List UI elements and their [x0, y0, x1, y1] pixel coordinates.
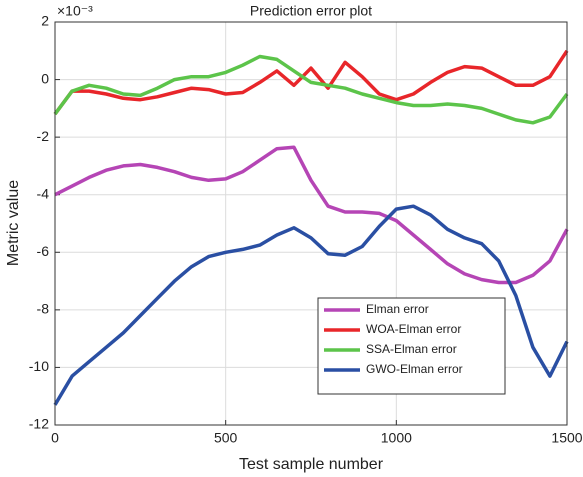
y-tick-label: -10: [29, 358, 49, 374]
y-tick-label: 2: [41, 13, 49, 29]
series-line: [53, 49, 569, 116]
series-line: [53, 204, 569, 406]
legend-label: GWO-Elman error: [366, 362, 463, 376]
x-tick-label: 1500: [551, 430, 582, 446]
y-tick-label: -8: [37, 301, 50, 317]
x-tick-label: 1000: [381, 430, 412, 446]
chart-title: Prediction error plot: [250, 3, 372, 19]
y-tick-label: -4: [37, 185, 50, 201]
x-axis-label: Test sample number: [239, 456, 384, 473]
x-tick-label: 500: [214, 430, 238, 446]
legend-label: SSA-Elman error: [366, 342, 457, 356]
plot-frame: [54, 21, 568, 426]
y-axis-label: Metric value: [5, 180, 22, 266]
x-tick-label: 0: [51, 430, 59, 446]
y-tick-label: -6: [37, 243, 50, 259]
axis-multiplier: ×10⁻³: [57, 3, 93, 19]
legend-label: WOA-Elman error: [366, 322, 461, 336]
y-tick-label: -12: [29, 416, 49, 432]
legend-box: [317, 297, 506, 395]
legend-label: Elman error: [366, 302, 429, 316]
legend: Elman error WOA-Elman error SSA-Elman erro…: [317, 297, 506, 395]
series-line: [53, 54, 569, 125]
y-tick-label: -2: [37, 128, 50, 144]
series-line: [54, 145, 569, 285]
y-tick-label: 0: [41, 70, 49, 86]
